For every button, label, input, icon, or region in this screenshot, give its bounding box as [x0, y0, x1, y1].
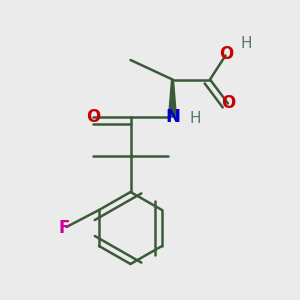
Polygon shape	[169, 80, 176, 117]
Text: N: N	[165, 108, 180, 126]
Text: O: O	[86, 108, 100, 126]
Text: F: F	[59, 219, 70, 237]
Text: O: O	[219, 45, 234, 63]
Text: H: H	[189, 111, 201, 126]
Text: O: O	[221, 94, 235, 112]
Text: H: H	[240, 36, 252, 51]
